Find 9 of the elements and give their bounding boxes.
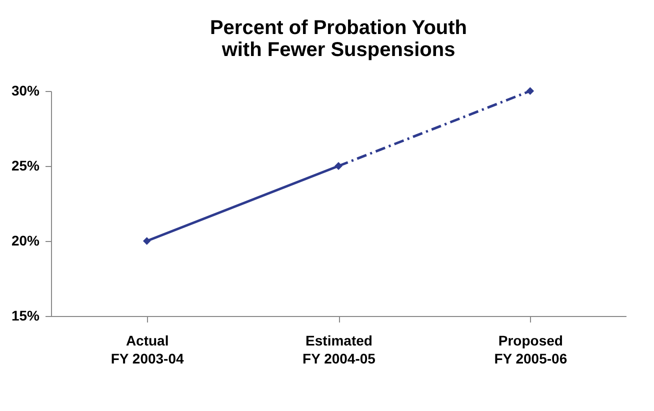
x-tick-label: Proposed FY 2005-06 [494, 332, 568, 366]
text: with Fewer Suspensions [222, 39, 456, 61]
x-tick-label: Estimated FY 2004-05 [302, 332, 376, 366]
text: Percent of Probation Youth [210, 17, 468, 39]
y-tick-label: 20% [11, 232, 40, 248]
y-tick-label: 30% [11, 82, 40, 98]
y-tick-label: 25% [11, 158, 40, 174]
x-tick-label: Actual FY 2003-04 [110, 332, 184, 366]
y-tick-label: 15% [11, 308, 40, 324]
